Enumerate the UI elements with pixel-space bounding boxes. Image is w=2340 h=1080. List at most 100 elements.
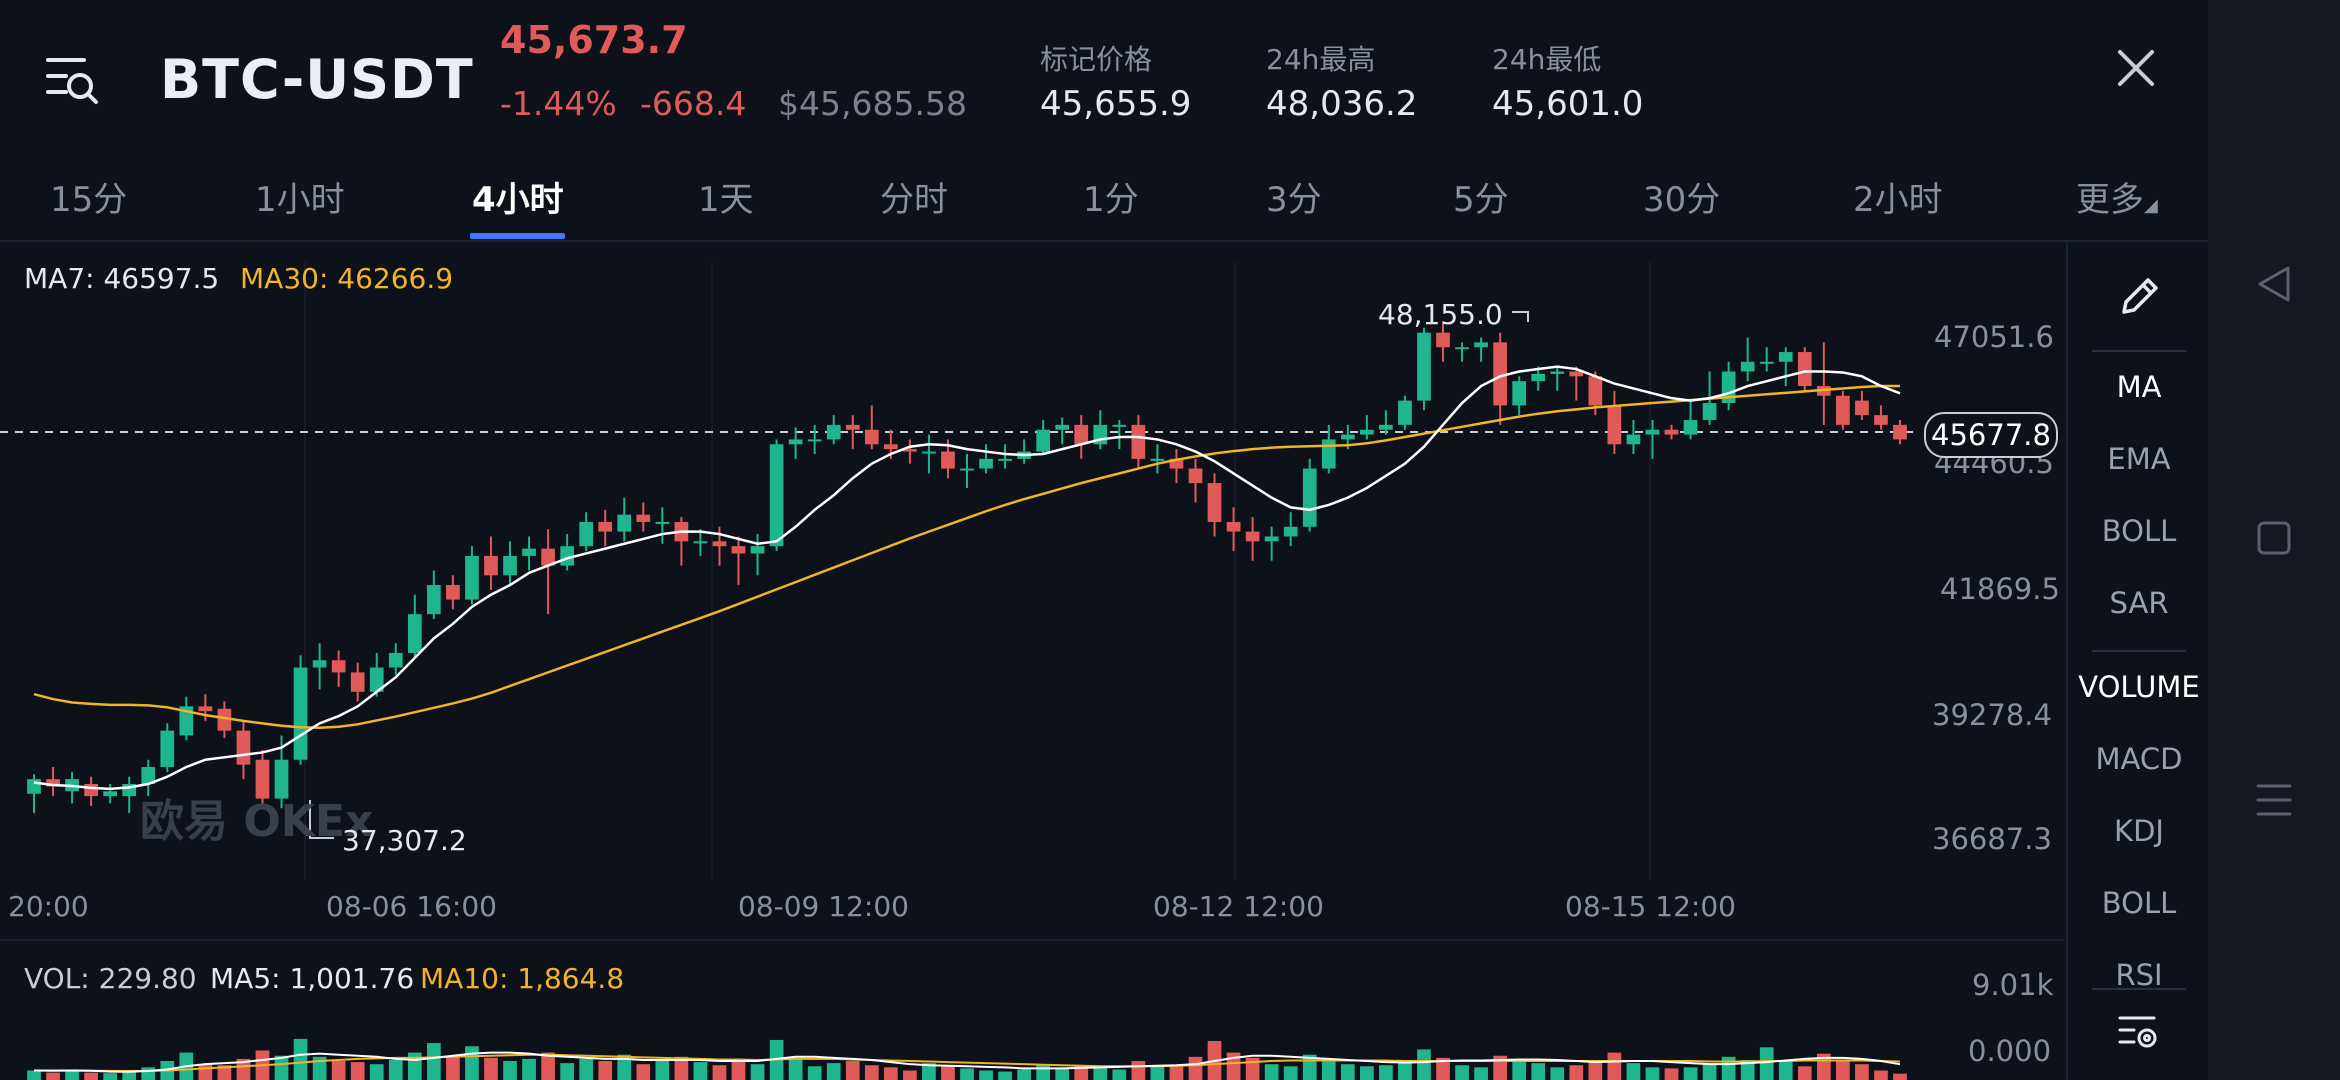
indicator-kdj[interactable]: KDJ: [2114, 814, 2164, 848]
volume-bar: [293, 1038, 308, 1080]
candle-body: [179, 706, 194, 736]
candle-body: [503, 555, 517, 576]
candle-body: [522, 548, 536, 556]
x-tick: 08-09 12:00: [738, 890, 909, 923]
candle-body: [274, 759, 289, 799]
indicator-panel: MA EMA BOLL SAR VOLUME MACD KDJ BOLL RSI: [2066, 242, 2210, 1080]
candle-body: [407, 614, 422, 653]
watermark: 欧易 OKEx: [140, 796, 374, 847]
candle-body: [1683, 420, 1698, 435]
volume-bar: [845, 1061, 860, 1080]
volume-bar: [1245, 1057, 1260, 1080]
tab-1m[interactable]: 1分: [1083, 180, 1139, 220]
x-tick: 08-15 12:00: [1565, 890, 1736, 923]
candle-body: [1493, 342, 1507, 406]
candle-body: [1264, 536, 1279, 542]
volume-bar: [941, 1065, 955, 1080]
candle-body: [388, 652, 403, 668]
volume-bar: [1874, 1070, 1888, 1080]
indicator-ma[interactable]: MA: [2116, 370, 2162, 404]
candle-body: [922, 451, 936, 454]
candle-body: [1740, 361, 1755, 372]
y-tick: 47051.6: [1934, 320, 2054, 354]
candle-body: [1531, 373, 1546, 382]
candle-body: [27, 779, 41, 794]
indicator-macd[interactable]: MACD: [2095, 742, 2183, 776]
tab-1h[interactable]: 1小时: [255, 180, 345, 220]
volume-bar: [1417, 1049, 1431, 1080]
recents-menu-icon[interactable]: [2254, 780, 2294, 820]
close-icon[interactable]: [2110, 42, 2162, 94]
volume-bar: [1569, 1065, 1584, 1080]
active-tab-indicator: [470, 233, 565, 239]
indicator-volume[interactable]: VOLUME: [2078, 670, 2200, 704]
candle-body: [1893, 424, 1907, 440]
tab-time-sharing[interactable]: 分时: [880, 180, 948, 220]
tab-30m[interactable]: 30分: [1643, 180, 1721, 220]
volume-ma10-legend: MA10: 1,864.8: [420, 962, 625, 995]
volume-bar: [674, 1056, 689, 1080]
tab-2h[interactable]: 2小时: [1853, 180, 1943, 220]
indicator-settings-icon[interactable]: [2118, 1012, 2160, 1052]
candle-body: [845, 424, 860, 430]
indicator-sar[interactable]: SAR: [2109, 586, 2169, 620]
system-nav-bar: [2208, 0, 2340, 1080]
volume-bar: [217, 1065, 232, 1080]
candle-body: [1398, 400, 1412, 425]
tab-4h[interactable]: 4小时: [472, 180, 564, 220]
volume-bar: [1340, 1064, 1355, 1080]
volume-bar: [369, 1064, 384, 1080]
menu-list-search-icon[interactable]: [44, 52, 100, 108]
candle-body: [198, 706, 213, 712]
usd-price: $45,685.58: [778, 84, 967, 123]
volume-bar: [84, 1072, 98, 1080]
candle-body: [1626, 434, 1641, 445]
tab-15m[interactable]: 15分: [50, 180, 128, 220]
pencil-draw-icon[interactable]: [2116, 274, 2162, 320]
indicator-boll-sub[interactable]: BOLL: [2101, 886, 2177, 920]
indicator-boll[interactable]: BOLL: [2101, 514, 2177, 548]
x-tick: 08-06 16:00: [326, 890, 497, 923]
candle-body: [1664, 429, 1679, 435]
candle-body: [484, 555, 498, 576]
tab-1d[interactable]: 1天: [698, 180, 754, 220]
candle-body: [312, 660, 327, 668]
last-price: 45,673.7: [500, 18, 688, 62]
volume-bar: [1131, 1061, 1146, 1080]
divider: [2092, 650, 2186, 652]
candle-body: [1055, 424, 1070, 430]
tab-3m[interactable]: 3分: [1266, 180, 1322, 220]
indicator-rsi[interactable]: RSI: [2115, 958, 2163, 988]
volume-bar: [198, 1064, 213, 1080]
volume-bar: [903, 1070, 917, 1080]
ma7-legend: MA7: 46597.5: [24, 262, 220, 295]
tab-more[interactable]: 更多◢: [2076, 172, 2158, 221]
high-annotation-connector: [1512, 311, 1529, 322]
back-icon[interactable]: [2254, 264, 2294, 304]
volume-bar: [236, 1058, 251, 1080]
home-icon[interactable]: [2256, 520, 2292, 556]
candle-body: [998, 458, 1012, 461]
volume-bar: [350, 1062, 365, 1080]
low-annotation-connector: [309, 800, 334, 839]
volume-bar: [1017, 1069, 1031, 1080]
candlestick-chart[interactable]: [0, 242, 2064, 1080]
tab-5m[interactable]: 5分: [1453, 180, 1509, 220]
candle-body: [1131, 424, 1146, 459]
volume-bar: [712, 1065, 727, 1080]
low-annotation: 37,307.2: [342, 824, 467, 857]
candle-body: [579, 521, 594, 547]
candle-body: [46, 779, 60, 787]
candle-body: [1360, 429, 1374, 435]
volume-bar: [1607, 1052, 1622, 1080]
candle-body: [617, 514, 632, 532]
candle-body: [1321, 439, 1336, 469]
candle-body: [1550, 371, 1565, 374]
volume-bar: [1379, 1065, 1393, 1080]
volume-bar: [27, 1070, 41, 1080]
indicator-ema[interactable]: EMA: [2107, 442, 2171, 476]
trading-pair-title[interactable]: BTC-USDT: [160, 48, 474, 111]
high-24h-label: 24h最高: [1266, 43, 1376, 76]
volume-bar: [312, 1056, 327, 1080]
candle-body: [255, 759, 270, 799]
